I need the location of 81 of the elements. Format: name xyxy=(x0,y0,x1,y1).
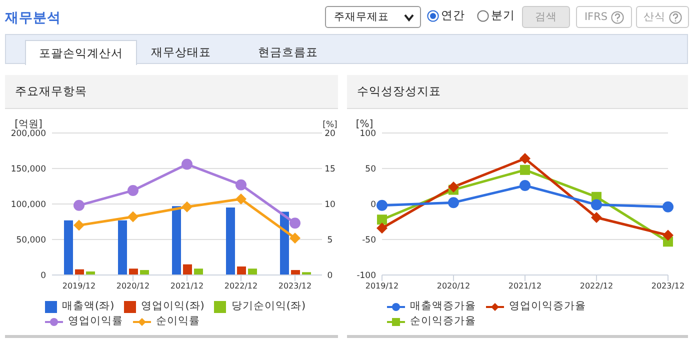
point xyxy=(128,185,138,196)
legend-label: 순이익증가율 xyxy=(410,314,476,329)
point xyxy=(376,200,388,211)
point xyxy=(182,158,192,170)
bar xyxy=(129,268,138,275)
y2-axis-title: [%] xyxy=(322,120,338,130)
text: IFRS xyxy=(576,6,632,28)
point xyxy=(591,199,602,210)
y-tick-label: 200,000 xyxy=(10,129,46,140)
point xyxy=(520,164,530,175)
chart-title: 수익성장성지표 xyxy=(347,75,688,109)
point xyxy=(662,201,674,212)
y-tick-label: -50 xyxy=(362,236,376,246)
bar xyxy=(291,270,300,275)
x-tick-label: 2019/12 xyxy=(62,282,96,291)
y-axis-title: [억원] xyxy=(14,119,42,130)
y-axis-title: [%] xyxy=(356,119,374,130)
y-tick-label: 50 xyxy=(365,164,376,175)
point xyxy=(377,214,387,225)
bar xyxy=(237,266,246,275)
x-tick-label: 2021/12 xyxy=(508,282,542,291)
x-tick-label: 2021/12 xyxy=(170,282,204,291)
point xyxy=(236,194,246,205)
chart-title: 주요재무항목 xyxy=(5,75,338,109)
y-tick-label: 100 xyxy=(360,129,376,140)
y-tick-label: 0 xyxy=(40,271,46,282)
point xyxy=(182,201,192,212)
point xyxy=(74,220,84,231)
legend-label: 영업이익(좌) xyxy=(141,299,204,314)
text: 포괄손익계산서 xyxy=(25,40,137,65)
point xyxy=(520,180,530,192)
y2-tick-label: 20 xyxy=(324,129,336,140)
y2-tick-label: 10 xyxy=(324,200,336,210)
bar xyxy=(194,268,203,275)
bar xyxy=(140,270,149,275)
bar xyxy=(183,264,192,275)
point xyxy=(128,211,138,222)
x-tick-label: 2023/12 xyxy=(278,282,312,291)
y2-tick-label: 5 xyxy=(327,236,333,246)
point xyxy=(448,197,459,208)
y-tick-label: -100 xyxy=(356,271,376,282)
text: 산식 xyxy=(636,6,689,28)
x-tick-label: 2022/12 xyxy=(580,282,614,291)
text: 주재무제표 xyxy=(325,6,421,28)
text: 분기 xyxy=(490,8,515,23)
legend-label: 매출액(좌) xyxy=(62,299,114,314)
point xyxy=(662,230,674,241)
legend-label: 매출액증가율 xyxy=(410,299,476,314)
point xyxy=(448,181,459,192)
legend-label: 영업이익증가율 xyxy=(509,299,586,314)
bar xyxy=(118,220,127,275)
bar xyxy=(172,206,181,275)
point xyxy=(236,179,246,190)
x-tick-label: 2019/12 xyxy=(365,282,399,291)
text: 현금흐름표 xyxy=(257,44,319,61)
text: 연간 xyxy=(440,8,465,23)
y-tick-label: 150,000 xyxy=(10,164,46,175)
point xyxy=(74,200,84,211)
point xyxy=(290,218,300,229)
y2-tick-label: 0 xyxy=(327,271,333,282)
bar xyxy=(226,208,235,275)
x-tick-label: 2020/12 xyxy=(116,282,150,291)
y-tick-label: 0 xyxy=(370,200,376,210)
point xyxy=(591,212,602,223)
point xyxy=(520,153,530,164)
bar xyxy=(64,220,73,275)
bar xyxy=(248,268,257,275)
text: 검색 xyxy=(522,6,570,28)
text: 재무상태표 xyxy=(150,44,212,61)
y2-tick-label: 15 xyxy=(324,164,336,175)
x-tick-label: 2020/12 xyxy=(436,282,470,291)
legend-label: 영업이익률 xyxy=(68,314,123,329)
y-tick-label: 50,000 xyxy=(16,236,46,246)
point xyxy=(290,232,300,244)
text: 재무분석 xyxy=(5,9,61,27)
x-tick-label: 2023/12 xyxy=(651,282,685,291)
x-tick-label: 2022/12 xyxy=(224,282,258,291)
y-tick-label: 100,000 xyxy=(10,200,46,210)
legend-label: 당기순이익(좌) xyxy=(231,299,306,314)
point xyxy=(376,222,388,234)
legend-label: 순이익률 xyxy=(156,314,200,329)
